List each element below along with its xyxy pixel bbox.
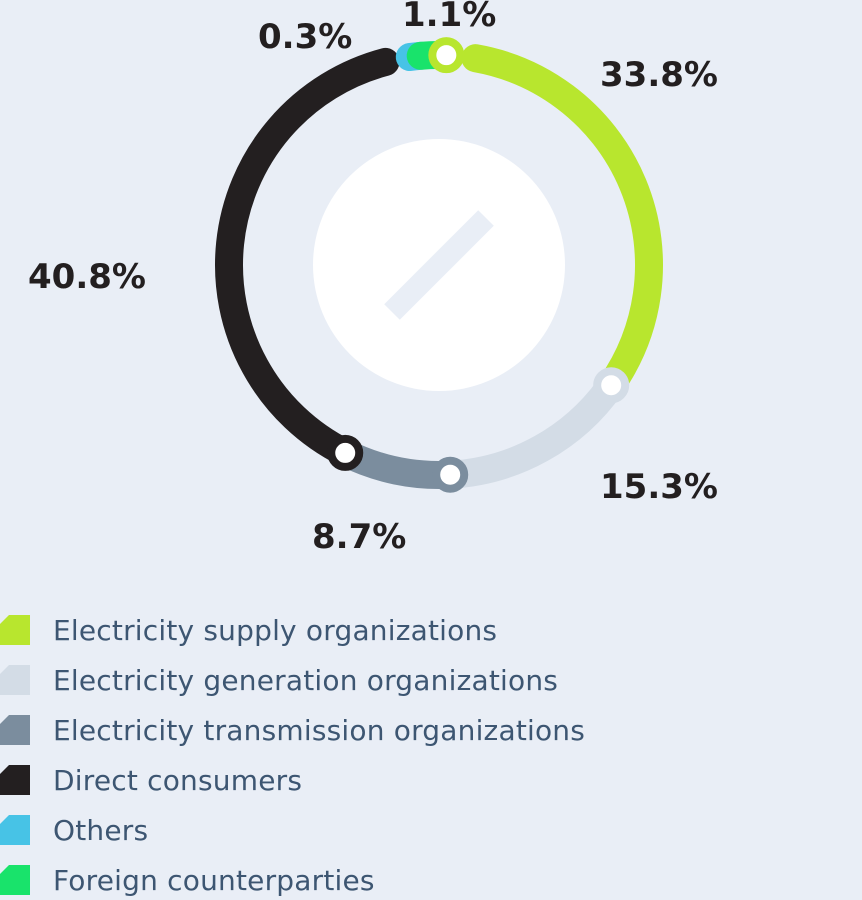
data-label-generation: 15.3% [600,467,718,507]
legend-item-supply: Electricity supply organizations [0,608,862,658]
legend-item-generation: Electricity generation organizations [0,658,862,708]
segment-marker-direct-consumers [327,434,364,471]
data-label-supply: 33.8% [600,55,718,95]
data-label-direct: 40.8% [28,257,146,297]
legend-item-transmission: Electricity transmission organizations [0,708,862,758]
legend-label: Foreign counterparties [53,864,375,897]
legend-label: Direct consumers [53,764,303,797]
legend-swatch [0,615,30,645]
data-label-group: 33.8% 15.3% 8.7% 40.8% 0.3% 1.1% [28,0,718,557]
legend-swatch [0,715,30,745]
data-label-others: 0.3% [258,17,352,57]
slash-icon [384,210,494,320]
donut-ring-group [215,37,663,493]
legend-item-foreign: Foreign counterparties [0,858,862,900]
segment-marker-transmission [432,456,469,493]
data-label-foreign: 1.1% [402,0,496,35]
legend-label: Others [53,814,149,847]
donut-chart: 33.8% 15.3% 8.7% 40.8% 0.3% 1.1% [28,0,718,557]
legend-item-direct-consumers: Direct consumers [0,758,862,808]
legend-swatch [0,765,30,795]
legend-label: Electricity transmission organizations [53,714,586,747]
segment-direct-consumers [215,47,400,467]
legend-swatch [0,865,30,895]
segment-generation [436,371,626,489]
center-disc [313,139,565,391]
legend-label: Electricity supply organizations [53,614,498,647]
legend: Electricity supply organizations Electri… [0,608,862,900]
segment-marker-supply [428,37,465,74]
data-label-transmission: 8.7% [312,517,406,557]
legend-item-others: Others [0,808,862,858]
legend-swatch [0,815,30,845]
segment-marker-generation [593,367,630,404]
legend-label: Electricity generation organizations [53,664,559,697]
segment-supply [461,44,663,400]
legend-swatch [0,665,30,695]
